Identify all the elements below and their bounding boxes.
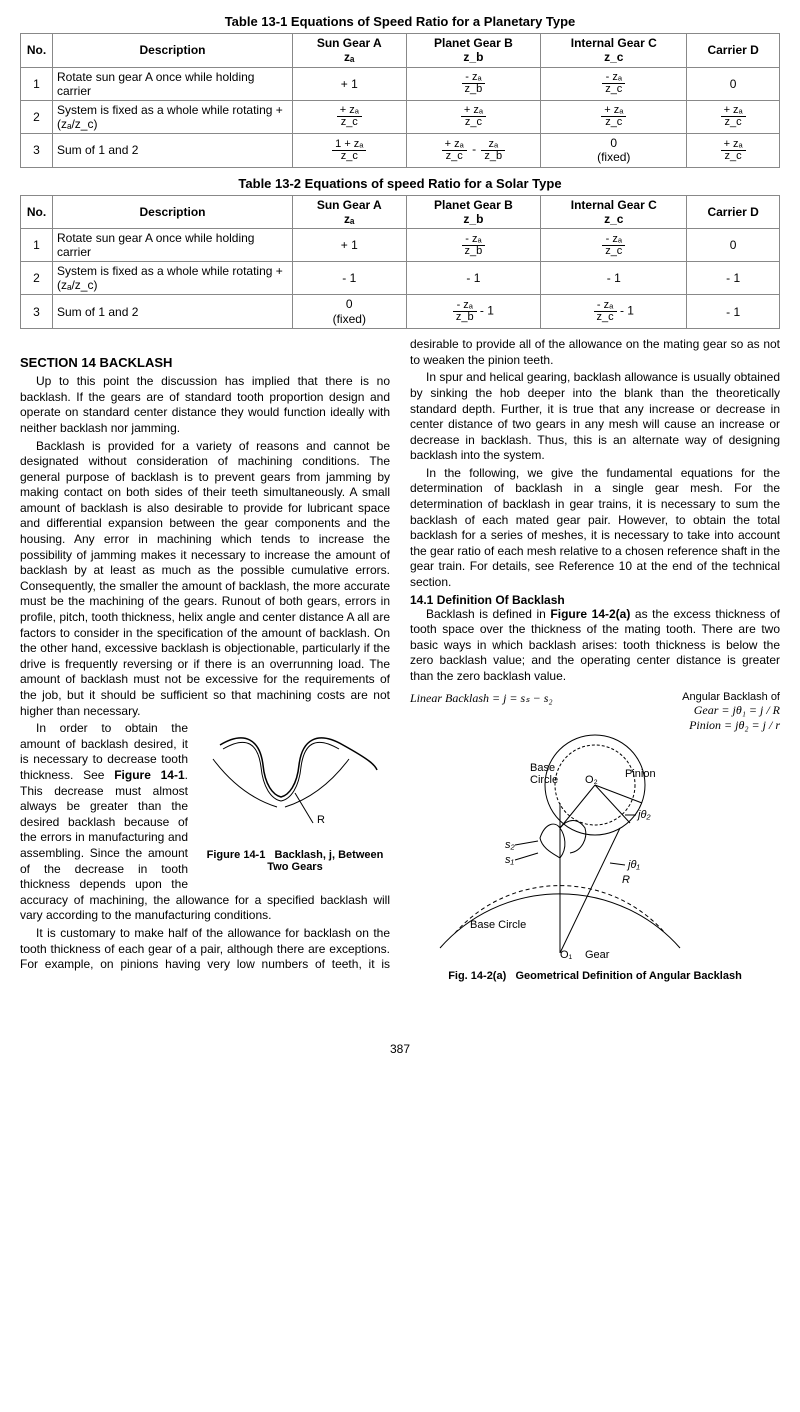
t1-col-no: No. bbox=[21, 34, 53, 68]
t2-r2-no: 2 bbox=[21, 262, 53, 295]
t1-col-carrierD: Carrier D bbox=[687, 34, 780, 68]
t2-r2-C: - 1 bbox=[541, 262, 687, 295]
t2-r1-A: + 1 bbox=[293, 229, 407, 262]
t1-r2-B: + zₐz_c bbox=[406, 100, 541, 133]
angular-backlash-title: Angular Backlash of bbox=[682, 691, 780, 703]
R-label: R bbox=[622, 874, 630, 886]
figure-14-1-svg: R bbox=[205, 725, 385, 845]
t2-r3-A: 0 (fixed) bbox=[293, 295, 407, 329]
t1-r3-desc: Sum of 1 and 2 bbox=[53, 133, 293, 167]
paragraph: Backlash is provided for a variety of re… bbox=[20, 439, 390, 720]
fig14-1-label: Figure 14-1 bbox=[207, 849, 266, 861]
figure-14-1: R Figure 14-1 Backlash, j, Between Two G… bbox=[200, 725, 390, 873]
table1-title: Table 13-1 Equations of Speed Ratio for … bbox=[20, 14, 780, 29]
t2-col-internalC: Internal Gear C z_c bbox=[541, 195, 687, 229]
fig14-2a-caption-label: Fig. 14-2(a) bbox=[448, 970, 506, 982]
t2-r1-D: 0 bbox=[687, 229, 780, 262]
paragraph: Up to this point the discussion has impl… bbox=[20, 374, 390, 436]
t1-r1-B: - zₐz_b bbox=[406, 67, 541, 100]
table-row: 1 Rotate sun gear A once while holding c… bbox=[21, 229, 780, 262]
jtheta2-label: jθ₂ bbox=[636, 809, 651, 821]
pinion-eq: Pinion = jθ₂ = j / r bbox=[689, 718, 780, 732]
t2-r1-C: - zₐz_c bbox=[541, 229, 687, 262]
t2-r2-D: - 1 bbox=[687, 262, 780, 295]
t2-col-no: No. bbox=[21, 195, 53, 229]
t2-r1-B: - zₐz_b bbox=[406, 229, 541, 262]
section-heading: SECTION 14 BACKLASH bbox=[20, 355, 390, 370]
figure-14-2a: Linear Backlash = j = sₛ − s₂ Angular Ba… bbox=[410, 691, 780, 982]
table2: No. Description Sun Gear A zₐ Planet Gea… bbox=[20, 195, 780, 330]
t1-r3-D: + zₐz_c bbox=[687, 133, 780, 167]
O2-label: O₂ bbox=[585, 774, 598, 786]
sub-heading: 14.1 Definition Of Backlash bbox=[410, 593, 780, 607]
t1-r3-B: + zₐz_c - zₐz_b bbox=[406, 133, 541, 167]
table-row: 1 Rotate sun gear A once while holding c… bbox=[21, 67, 780, 100]
base-circle-label2: BaseCircle bbox=[530, 762, 558, 786]
table1: No. Description Sun Gear A zₐ Planet Gea… bbox=[20, 33, 780, 168]
fig14-1-caption: Backlash, j, Between Two Gears bbox=[267, 849, 383, 873]
t2-col-desc: Description bbox=[53, 195, 293, 229]
t2-r2-desc: System is fixed as a whole while rotatin… bbox=[53, 262, 293, 295]
linear-backlash-eq: Linear Backlash = j = sₛ − s₂ bbox=[410, 691, 553, 733]
t2-r3-D: - 1 bbox=[687, 295, 780, 329]
t1-r3-A: 1 + zₐz_c bbox=[293, 133, 407, 167]
t1-r2-C: + zₐz_c bbox=[541, 100, 687, 133]
t1-r2-A: + zₐz_c bbox=[293, 100, 407, 133]
fig14-2a-caption-text: Geometrical Definition of Angular Backla… bbox=[515, 970, 741, 982]
paragraph: In the following, we give the fundamenta… bbox=[410, 466, 780, 591]
pinion-label: Pinion bbox=[625, 768, 656, 780]
page-number: 387 bbox=[20, 1042, 780, 1056]
fig14-1-R: R bbox=[317, 814, 325, 826]
s2-label: s₂ bbox=[505, 839, 516, 851]
t1-col-internalC: Internal Gear C z_c bbox=[541, 34, 687, 68]
table-row: 3 Sum of 1 and 2 0 (fixed) - zₐz_b - 1 -… bbox=[21, 295, 780, 329]
t1-r1-D: 0 bbox=[687, 67, 780, 100]
table-row: 2 System is fixed as a whole while rotat… bbox=[21, 262, 780, 295]
t2-col-sunA: Sun Gear A zₐ bbox=[293, 195, 407, 229]
t1-r2-D: + zₐz_c bbox=[687, 100, 780, 133]
t2-r1-desc: Rotate sun gear A once while holding car… bbox=[53, 229, 293, 262]
t1-col-planetB: Planet Gear B z_b bbox=[406, 34, 541, 68]
figure-14-2a-svg: Base Circle O₁ Gear R BaseCircle O₂ Pini… bbox=[410, 733, 710, 963]
base-circle-label: Base Circle bbox=[470, 919, 526, 931]
t1-col-desc: Description bbox=[53, 34, 293, 68]
gear-eq: Gear = jθ₁ = j / R bbox=[694, 703, 780, 717]
t1-r3-C: 0 (fixed) bbox=[541, 133, 687, 167]
t1-r2-desc: System is fixed as a whole while rotatin… bbox=[53, 100, 293, 133]
jtheta1-label: jθ₁ bbox=[626, 859, 640, 871]
t2-r3-no: 3 bbox=[21, 295, 53, 329]
t1-r3-no: 3 bbox=[21, 133, 53, 167]
t1-r2-no: 2 bbox=[21, 100, 53, 133]
t2-r3-desc: Sum of 1 and 2 bbox=[53, 295, 293, 329]
t2-r3-B: - zₐz_b - 1 bbox=[406, 295, 541, 329]
t2-r1-no: 1 bbox=[21, 229, 53, 262]
section14-body: SECTION 14 BACKLASH Up to this point the… bbox=[20, 337, 780, 981]
table2-title: Table 13-2 Equations of speed Ratio for … bbox=[20, 176, 780, 191]
table-row: 3 Sum of 1 and 2 1 + zₐz_c + zₐz_c - zₐz… bbox=[21, 133, 780, 167]
s1-label: s₁ bbox=[505, 854, 515, 866]
t1-r1-A: + 1 bbox=[293, 67, 407, 100]
t1-r1-desc: Rotate sun gear A once while holding car… bbox=[53, 67, 293, 100]
t2-col-carrierD: Carrier D bbox=[687, 195, 780, 229]
t1-col-sunA: Sun Gear A zₐ bbox=[293, 34, 407, 68]
paragraph: In spur and helical gearing, backlash al… bbox=[410, 370, 780, 464]
paragraph: Backlash is defined in Figure 14-2(a) as… bbox=[410, 607, 780, 685]
t2-r3-C: - zₐz_c - 1 bbox=[541, 295, 687, 329]
t2-col-planetB: Planet Gear B z_b bbox=[406, 195, 541, 229]
t2-r2-B: - 1 bbox=[406, 262, 541, 295]
gear-label: Gear bbox=[585, 949, 610, 961]
t1-r1-C: - zₐz_c bbox=[541, 67, 687, 100]
t1-r1-no: 1 bbox=[21, 67, 53, 100]
table-row: 2 System is fixed as a whole while rotat… bbox=[21, 100, 780, 133]
t2-r2-A: - 1 bbox=[293, 262, 407, 295]
O1-label: O₁ bbox=[560, 949, 573, 961]
